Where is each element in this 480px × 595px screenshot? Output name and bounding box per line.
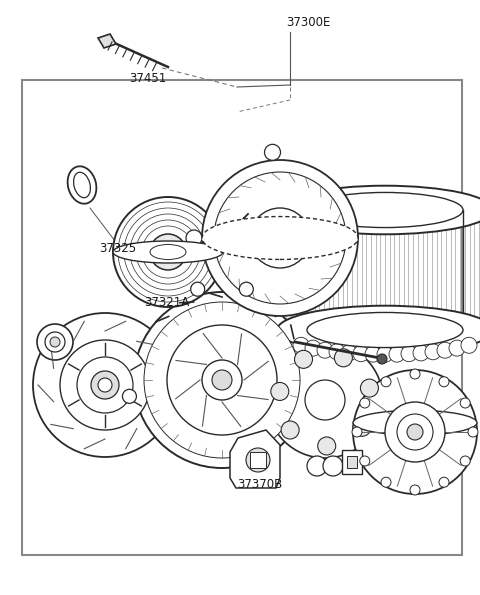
Circle shape [360,456,370,466]
Circle shape [230,223,240,233]
Circle shape [335,349,352,367]
Ellipse shape [73,173,90,198]
Circle shape [262,220,298,256]
Circle shape [124,208,212,296]
Circle shape [305,380,345,420]
Circle shape [401,346,417,362]
Circle shape [439,477,449,487]
Bar [22,80,462,555]
Circle shape [307,456,327,476]
Circle shape [385,402,445,462]
Polygon shape [230,430,280,488]
Ellipse shape [202,217,358,259]
Circle shape [360,379,378,397]
Circle shape [186,230,202,246]
Text: 37451: 37451 [130,71,167,84]
Circle shape [37,324,73,360]
Circle shape [264,145,280,160]
Ellipse shape [353,411,477,435]
Circle shape [437,342,453,358]
Bar [342,450,362,474]
Circle shape [91,371,119,399]
Circle shape [353,346,369,362]
Circle shape [150,234,186,270]
Circle shape [461,337,477,353]
Circle shape [295,350,312,368]
Circle shape [305,340,321,356]
Circle shape [33,313,177,457]
Circle shape [134,292,310,468]
Ellipse shape [68,166,96,203]
Circle shape [381,377,391,387]
Circle shape [341,345,357,361]
Ellipse shape [277,306,480,354]
Circle shape [118,202,218,302]
Circle shape [323,456,343,476]
Circle shape [250,208,310,268]
Circle shape [122,389,136,403]
Ellipse shape [307,312,463,347]
Circle shape [77,357,133,413]
Circle shape [381,477,391,487]
Ellipse shape [150,245,186,259]
Circle shape [50,337,60,347]
Circle shape [246,448,270,472]
Polygon shape [98,34,116,48]
Circle shape [353,370,477,494]
Circle shape [439,377,449,387]
Circle shape [191,282,204,296]
Text: 37325: 37325 [99,242,137,255]
Circle shape [468,427,478,437]
Circle shape [410,485,420,495]
Circle shape [449,340,465,356]
Circle shape [159,243,177,261]
Ellipse shape [307,192,463,227]
Bar [347,456,357,468]
Circle shape [318,437,336,455]
Circle shape [293,337,309,353]
Circle shape [389,346,405,362]
Circle shape [214,172,346,304]
Circle shape [270,228,290,248]
Circle shape [202,360,242,400]
Text: 37370B: 37370B [238,478,283,491]
Ellipse shape [277,186,480,234]
Circle shape [98,378,112,392]
Circle shape [460,456,470,466]
Circle shape [202,160,358,316]
Text: 37321A: 37321A [144,296,190,308]
Circle shape [267,342,383,458]
Circle shape [212,370,232,390]
Circle shape [352,427,362,437]
Circle shape [144,302,300,458]
Circle shape [142,226,194,278]
Circle shape [317,342,333,358]
Circle shape [60,340,150,430]
Circle shape [329,344,345,360]
Circle shape [407,424,423,440]
Circle shape [365,346,381,362]
Circle shape [377,346,393,362]
Bar [250,452,266,468]
Circle shape [353,418,371,436]
Circle shape [271,383,289,400]
Text: 37300E: 37300E [286,15,330,29]
Circle shape [281,421,299,439]
Circle shape [130,214,206,290]
Circle shape [410,369,420,379]
Circle shape [167,325,277,435]
Ellipse shape [113,241,223,263]
Circle shape [460,398,470,408]
Circle shape [136,220,200,284]
Circle shape [377,354,387,364]
Circle shape [425,344,441,360]
Circle shape [113,197,223,307]
Circle shape [45,332,65,352]
Circle shape [360,398,370,408]
Circle shape [397,414,433,450]
Circle shape [413,345,429,361]
Circle shape [240,282,253,296]
